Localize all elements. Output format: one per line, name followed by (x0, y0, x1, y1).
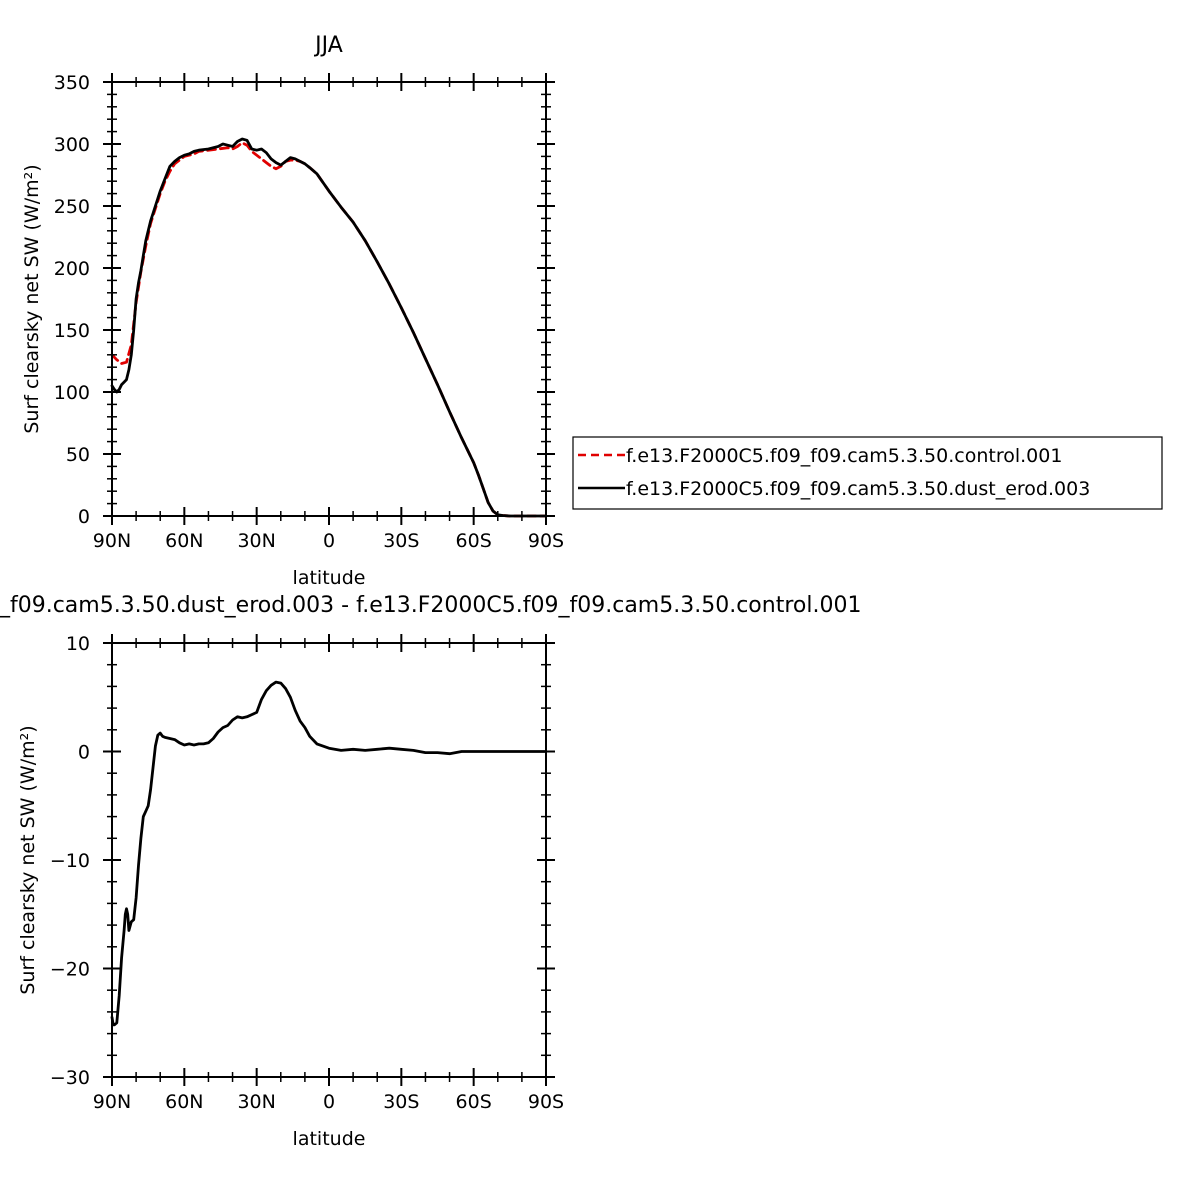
bottom-x-tick-label: 30N (237, 1091, 275, 1113)
bottom-x-tick-label: 30S (383, 1091, 419, 1113)
bottom-y-axis-label: Surf clearsky net SW (W/m²) (17, 725, 39, 994)
top-x-tick-label: 30S (383, 530, 419, 552)
bottom-y-tick-label: −20 (50, 959, 90, 981)
bottom-y-tick-label: −10 (50, 850, 90, 872)
legend: f.e13.F2000C5.f09_f09.cam5.3.50.control.… (572, 436, 1163, 510)
top-x-tick-label: 90S (528, 530, 564, 552)
legend-box (572, 436, 1163, 510)
top-y-tick-label: 250 (54, 196, 90, 218)
top-series-line-1 (110, 137, 548, 518)
top-panel: JJA 90N 60N 30N 0 30S 60S 90S 0 50 100 150 200 250 30… (21, 33, 1163, 589)
bottom-ticks-group: 90N 60N 30N 0 30S 60S 90S −30 −20 −10 0 10 (50, 633, 564, 1113)
bottom-plot-frame (111, 642, 547, 1078)
top-x-tick-label: 60S (456, 530, 492, 552)
top-y-axis-label: Surf clearsky net SW (W/m²) (21, 164, 43, 433)
top-chart-title: JJA (313, 33, 343, 58)
top-x-tick-label: 30N (237, 530, 275, 552)
bottom-chart-title: f.e13.F2000C5.f09_f09.cam5.3.50.dust_ero… (0, 593, 861, 618)
bottom-x-tick-label: 0 (323, 1091, 335, 1113)
legend-label-dust: f.e13.F2000C5.f09_f09.cam5.3.50.dust_ero… (626, 478, 1090, 500)
top-ticks-group: 90N 60N 30N 0 30S 60S 90S 0 50 100 150 200 250 300 350 (54, 72, 564, 552)
top-series-line-0 (110, 141, 548, 518)
bottom-x-tick-label: 90S (528, 1091, 564, 1113)
bottom-x-axis-label: latitude (293, 1128, 366, 1150)
top-x-axis-label: latitude (293, 567, 366, 589)
bottom-x-tick-label: 60S (456, 1091, 492, 1113)
top-plot-frame (111, 81, 547, 517)
bottom-y-tick-label: 10 (66, 633, 90, 655)
top-x-tick-label: 60N (165, 530, 203, 552)
top-series-group (110, 137, 548, 518)
top-y-tick-label: 100 (54, 382, 90, 404)
top-y-tick-label: 0 (78, 506, 90, 528)
legend-label-control: f.e13.F2000C5.f09_f09.cam5.3.50.control.… (626, 445, 1062, 467)
top-x-tick-label: 90N (93, 530, 131, 552)
top-y-tick-label: 300 (54, 134, 90, 156)
bottom-x-tick-label: 90N (93, 1091, 131, 1113)
bottom-series-line-0 (110, 680, 548, 1027)
bottom-y-tick-label: −30 (50, 1067, 90, 1089)
bottom-panel: f.e13.F2000C5.f09_f09.cam5.3.50.dust_ero… (0, 593, 861, 1150)
top-y-tick-label: 150 (54, 320, 90, 342)
top-y-tick-label: 350 (54, 72, 90, 94)
bottom-series-group (110, 680, 548, 1027)
bottom-y-tick-label: 0 (78, 742, 90, 764)
top-x-tick-label: 0 (323, 530, 335, 552)
top-y-tick-label: 50 (66, 444, 90, 466)
top-y-tick-label: 200 (54, 258, 90, 280)
bottom-x-tick-label: 60N (165, 1091, 203, 1113)
